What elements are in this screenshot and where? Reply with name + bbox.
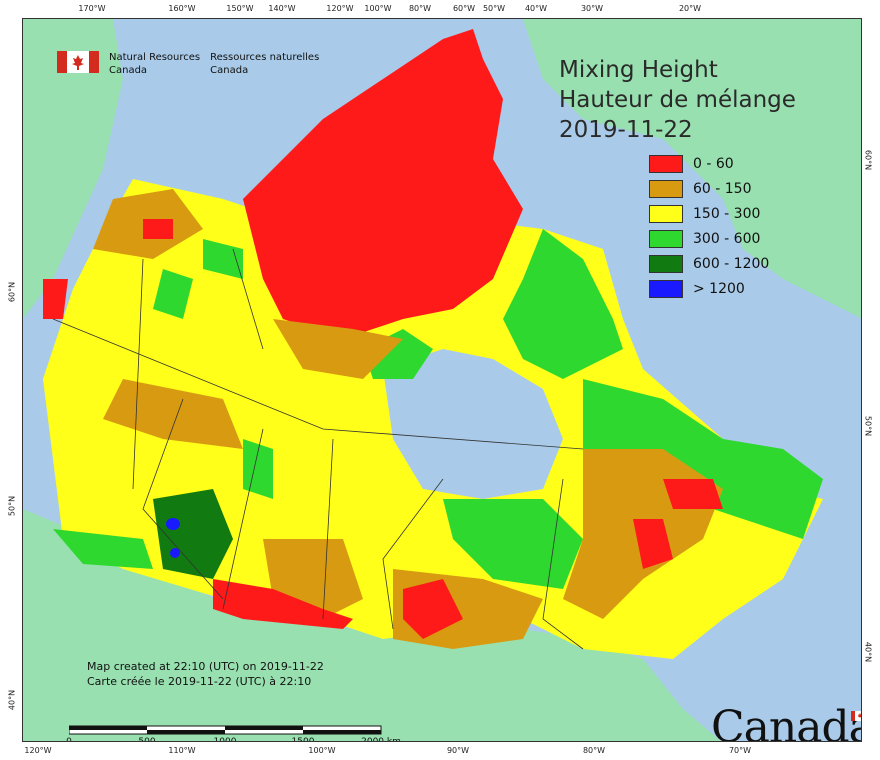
- legend-label: 60 - 150: [693, 180, 752, 197]
- region-0-60-prairies: [213, 579, 353, 629]
- top-tick-label: 120°W: [326, 4, 354, 13]
- right-tick-label: 40°N: [863, 641, 873, 663]
- bottom-tick-label: 110°W: [168, 746, 196, 755]
- bottom-tick-label: 70°W: [728, 746, 752, 755]
- scale-label: 500: [138, 737, 156, 742]
- region-300-600-baffin: [503, 229, 623, 379]
- legend-item: 600 - 1200: [649, 251, 769, 276]
- top-tick-label: 40°W: [524, 4, 548, 13]
- region-0-60-arctic: [243, 29, 523, 339]
- scale-bar-graphic: [68, 725, 382, 735]
- bottom-tick-label: 120°W: [24, 746, 52, 755]
- region-0-60-alaska-border: [43, 279, 68, 319]
- bottom-tick-label: 90°W: [446, 746, 470, 755]
- legend-swatch: [649, 154, 683, 173]
- region-300-600-ontario: [443, 499, 583, 589]
- region-0-60-ontario: [403, 579, 463, 639]
- canada-flag-icon: [57, 51, 99, 73]
- scale-label: 1000: [213, 737, 237, 742]
- region-gt-1200-a: [166, 518, 180, 530]
- legend-swatch: [649, 229, 683, 248]
- legend-label: 300 - 600: [693, 230, 761, 247]
- usa-landmass: [23, 509, 721, 741]
- legend-swatch: [649, 204, 683, 223]
- hudson-bay: [383, 349, 563, 499]
- right-tick-label: 60°N: [863, 149, 873, 171]
- agency-signature: Natural Resources Canada Ressources natu…: [57, 51, 319, 77]
- legend-item: 150 - 300: [649, 201, 769, 226]
- map-canvas[interactable]: Natural Resources Canada Ressources natu…: [22, 18, 862, 742]
- top-tick-label: 160°W: [168, 4, 196, 13]
- top-tick-label: 170°W: [78, 4, 106, 13]
- left-tick-label: 50°N: [7, 495, 17, 517]
- map-credits: Map created at 22:10 (UTC) on 2019-11-22…: [87, 659, 324, 689]
- alaska-landmass: [23, 19, 123, 319]
- scale-label: 1500: [291, 737, 315, 742]
- agency-en-line1: Natural Resources: [109, 52, 201, 63]
- legend-swatch: [649, 179, 683, 198]
- region-0-60-quebec-north: [663, 479, 723, 509]
- region-300-600-nwt: [153, 269, 193, 319]
- wordmark-flag-icon: [851, 711, 861, 721]
- top-tick-label: 100°W: [364, 4, 392, 13]
- bottom-tick-label: 100°W: [308, 746, 336, 755]
- top-tick-label: 50°W: [482, 4, 506, 13]
- scale-bar: 0 500 1000 1500 2000 km: [66, 723, 401, 742]
- region-gt-1200-b: [170, 548, 180, 558]
- left-tick-label: 60°N: [7, 281, 17, 303]
- legend-item: 300 - 600: [649, 226, 769, 251]
- legend-item: > 1200: [649, 276, 769, 301]
- legend-label: 600 - 1200: [693, 255, 770, 272]
- legend-swatch: [649, 279, 683, 298]
- title-line-fr: Hauteur de mélange: [559, 87, 796, 113]
- top-tick-label: 150°W: [226, 4, 254, 13]
- legend-label: 150 - 300: [693, 205, 761, 222]
- agency-fr-line1: Ressources naturelles: [210, 52, 320, 63]
- legend-label: 0 - 60: [693, 155, 734, 172]
- right-tick-label: 50°N: [863, 415, 873, 437]
- agency-en-line2: Canada: [109, 65, 148, 76]
- top-tick-label: 140°W: [268, 4, 296, 13]
- greenland-landmass: [523, 19, 861, 318]
- credit-en: Map created at 22:10 (UTC) on 2019-11-22: [87, 660, 324, 673]
- legend-swatch: [649, 254, 683, 273]
- map-legend: 0 - 60 60 - 150 150 - 300 300 - 600 600 - 12…: [649, 151, 769, 301]
- top-tick-label: 80°W: [408, 4, 432, 13]
- map-svg: [23, 19, 861, 741]
- top-tick-label: 60°W: [452, 4, 476, 13]
- region-300-600-sask: [243, 439, 273, 499]
- agency-fr-line2: Canada: [210, 65, 249, 76]
- title-line-en: Mixing Height: [559, 57, 718, 83]
- bottom-tick-label: 80°W: [582, 746, 606, 755]
- region-0-60-quebec: [633, 519, 673, 569]
- scale-label: 2000 km: [361, 737, 401, 742]
- map-title: Mixing Height Hauteur de mélange 2019-11…: [559, 55, 796, 145]
- credit-fr: Carte créée le 2019-11-22 (UTC) à 22:10: [87, 675, 312, 688]
- region-300-600-bc: [53, 529, 153, 569]
- region-60-150-alberta: [103, 379, 243, 449]
- legend-item: 60 - 150: [649, 176, 769, 201]
- legend-label: > 1200: [693, 280, 745, 297]
- canada-wordmark: Canada: [711, 702, 862, 742]
- top-tick-label: 30°W: [580, 4, 604, 13]
- region-60-150-nunavut: [273, 319, 403, 379]
- region-300-600-labrador: [583, 379, 823, 539]
- legend-item: 0 - 60: [649, 151, 769, 176]
- region-0-60-yukon: [143, 219, 173, 239]
- top-tick-label: 20°W: [678, 4, 702, 13]
- provincial-borders: [52, 248, 584, 650]
- left-tick-label: 40°N: [7, 689, 17, 711]
- scale-label: 0: [66, 737, 72, 742]
- title-date: 2019-11-22: [559, 117, 693, 143]
